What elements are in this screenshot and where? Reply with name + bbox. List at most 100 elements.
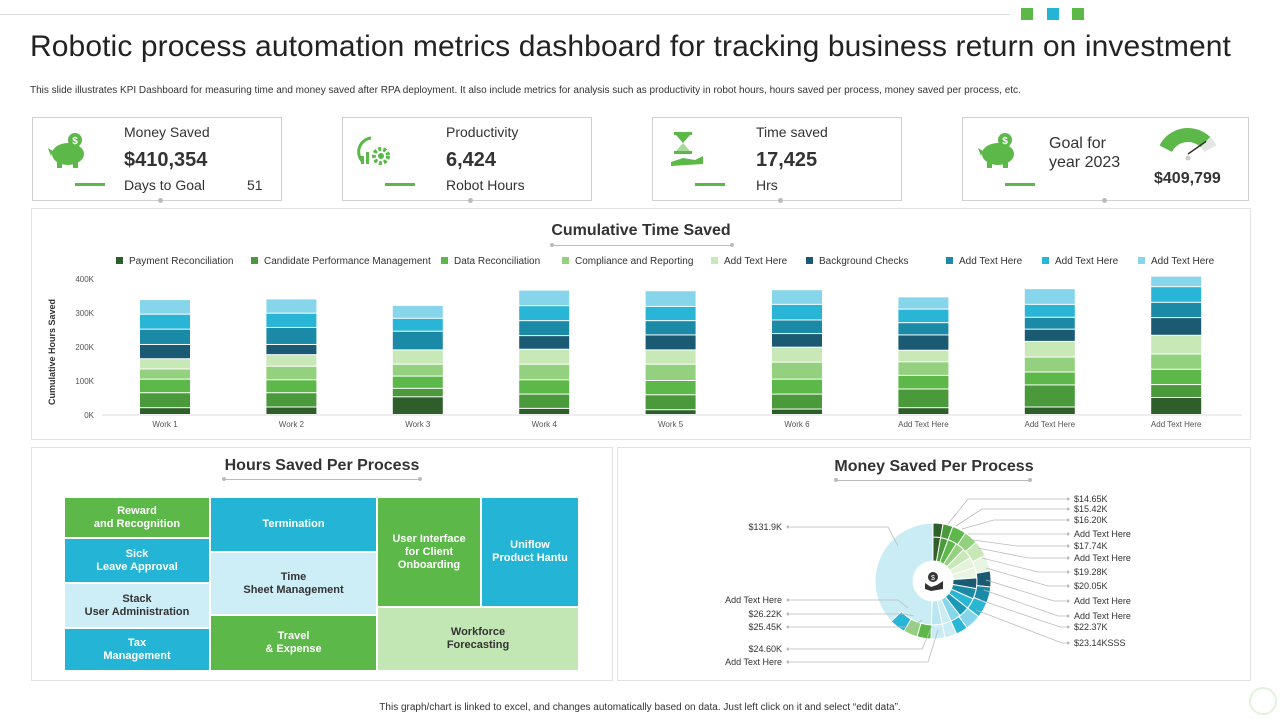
sunburst-label: Add Text Here [725, 595, 782, 605]
legend-label: Candidate Performance Management [264, 256, 431, 267]
treemap-cell: Termination [210, 497, 377, 552]
bar-segment [266, 344, 317, 355]
legend-swatch [1138, 257, 1145, 264]
bar-segment [898, 350, 949, 362]
sunburst-label: Add Text Here [725, 657, 782, 667]
title-underline [836, 480, 1030, 481]
bar-segment [1151, 318, 1202, 335]
legend-swatch [116, 257, 123, 264]
bar-segment [140, 408, 190, 414]
stacked-bar-chart: Payment Reconciliation Candidate Performa… [47, 256, 1242, 429]
y-tick-label: 100K [75, 377, 94, 386]
leader-line [790, 625, 933, 650]
bar-segment [392, 388, 443, 397]
leader-line [977, 547, 1066, 559]
treemap-cell: Tax Management [64, 628, 210, 671]
kpi-sub-label: Robot Hours [446, 177, 525, 193]
leader-dot [786, 660, 790, 664]
kpi-time-saved: Time saved 17,425 Hrs [652, 117, 902, 203]
bar-segment [392, 350, 443, 364]
bar-segment [898, 297, 949, 309]
bar-segment [519, 349, 570, 364]
sunburst-label: $19.28K [1074, 567, 1108, 577]
bar-segment [140, 344, 190, 359]
title-underline [224, 479, 420, 480]
treemap: Reward and Recognition Sick Leave Approva… [32, 448, 612, 680]
bar-segment [772, 394, 822, 409]
bar-segment [645, 306, 696, 321]
gauge-track [1200, 137, 1217, 152]
bar-segment [140, 369, 190, 379]
treemap-title: Hours Saved Per Process [224, 457, 420, 474]
leader-line [975, 609, 1066, 644]
treemap-cell: Travel & Expense [210, 615, 377, 671]
kpi-accent-bar [75, 183, 105, 186]
bar-segment [1024, 372, 1075, 385]
bar-segment [772, 334, 822, 347]
bar-segment [645, 410, 696, 414]
x-tick-label: Add Text Here [1151, 420, 1202, 429]
bar-segment [1151, 354, 1202, 369]
bar-segment [266, 380, 317, 393]
accent-square [1072, 8, 1084, 20]
leader-dot [1066, 518, 1070, 522]
cumulative-chart-panel: Cumulative Time Saved Payment Reconcilia… [31, 208, 1251, 440]
leader-line [955, 508, 1066, 527]
leader-dot [786, 625, 790, 629]
legend-label: Background Checks [819, 256, 909, 267]
piggy-bank-icon: $ [978, 133, 1014, 168]
bar-segment [519, 380, 570, 394]
legend-label: Data Reconciliation [454, 256, 540, 267]
bar-segment [266, 407, 317, 414]
gear-chart-icon [357, 136, 390, 165]
decor-circle-icon [1249, 687, 1277, 715]
bar-segment [772, 304, 822, 320]
bar-segment [1151, 398, 1202, 414]
bar-segment [1151, 369, 1202, 385]
bar-segment [898, 408, 949, 414]
hourglass-hand-icon [671, 132, 703, 166]
y-tick-label: 300K [75, 309, 94, 318]
x-tick-label: Work 1 [152, 420, 178, 429]
footer-note: This graph/chart is linked to excel, and… [379, 702, 901, 713]
sunburst-slice [930, 623, 946, 640]
treemap-cell: User Interface for Client Onboarding [377, 497, 481, 607]
chart-title: Cumulative Time Saved [551, 222, 731, 239]
legend-swatch [806, 257, 813, 264]
kpi-sub-label: Hrs [756, 177, 778, 193]
title-underline-dot [1028, 478, 1032, 482]
y-tick-label: 200K [75, 343, 94, 352]
accent-square [1047, 8, 1059, 20]
gauge-fill [1159, 128, 1211, 152]
bar-segment [645, 291, 696, 306]
bar-segment [772, 290, 822, 304]
bar-segment [772, 362, 822, 379]
legend-swatch [1042, 257, 1049, 264]
bar-segment [772, 379, 822, 394]
kpi-dot [1102, 198, 1107, 203]
sunburst-label: $20.05K [1074, 581, 1108, 591]
bar-segment [898, 323, 949, 335]
kpi-label: Money Saved [124, 124, 210, 140]
treemap-cell: Stack User Administration [64, 583, 210, 628]
gauge-needle [1187, 140, 1207, 155]
leader-dot [1066, 556, 1070, 560]
bar-segment [266, 355, 317, 366]
leader-line [790, 526, 899, 547]
bar-segment [1024, 329, 1075, 341]
bar-segment [140, 314, 190, 329]
kpi-value: 17,425 [756, 149, 818, 171]
y-axis-label: Cumulative Hours Saved [47, 299, 57, 405]
bar-segment [1024, 289, 1075, 304]
leader-line [979, 599, 1066, 628]
x-tick-label: Work 5 [658, 420, 684, 429]
kpi-label: Productivity [446, 124, 519, 140]
leader-dot [1066, 497, 1070, 501]
bar-segment [1151, 335, 1202, 354]
title-underline [552, 245, 732, 246]
bar-segment [519, 290, 570, 306]
legend-swatch [946, 257, 953, 264]
title-underline-dot [730, 243, 734, 247]
title-underline-dot [550, 243, 554, 247]
leader-line [790, 619, 923, 628]
